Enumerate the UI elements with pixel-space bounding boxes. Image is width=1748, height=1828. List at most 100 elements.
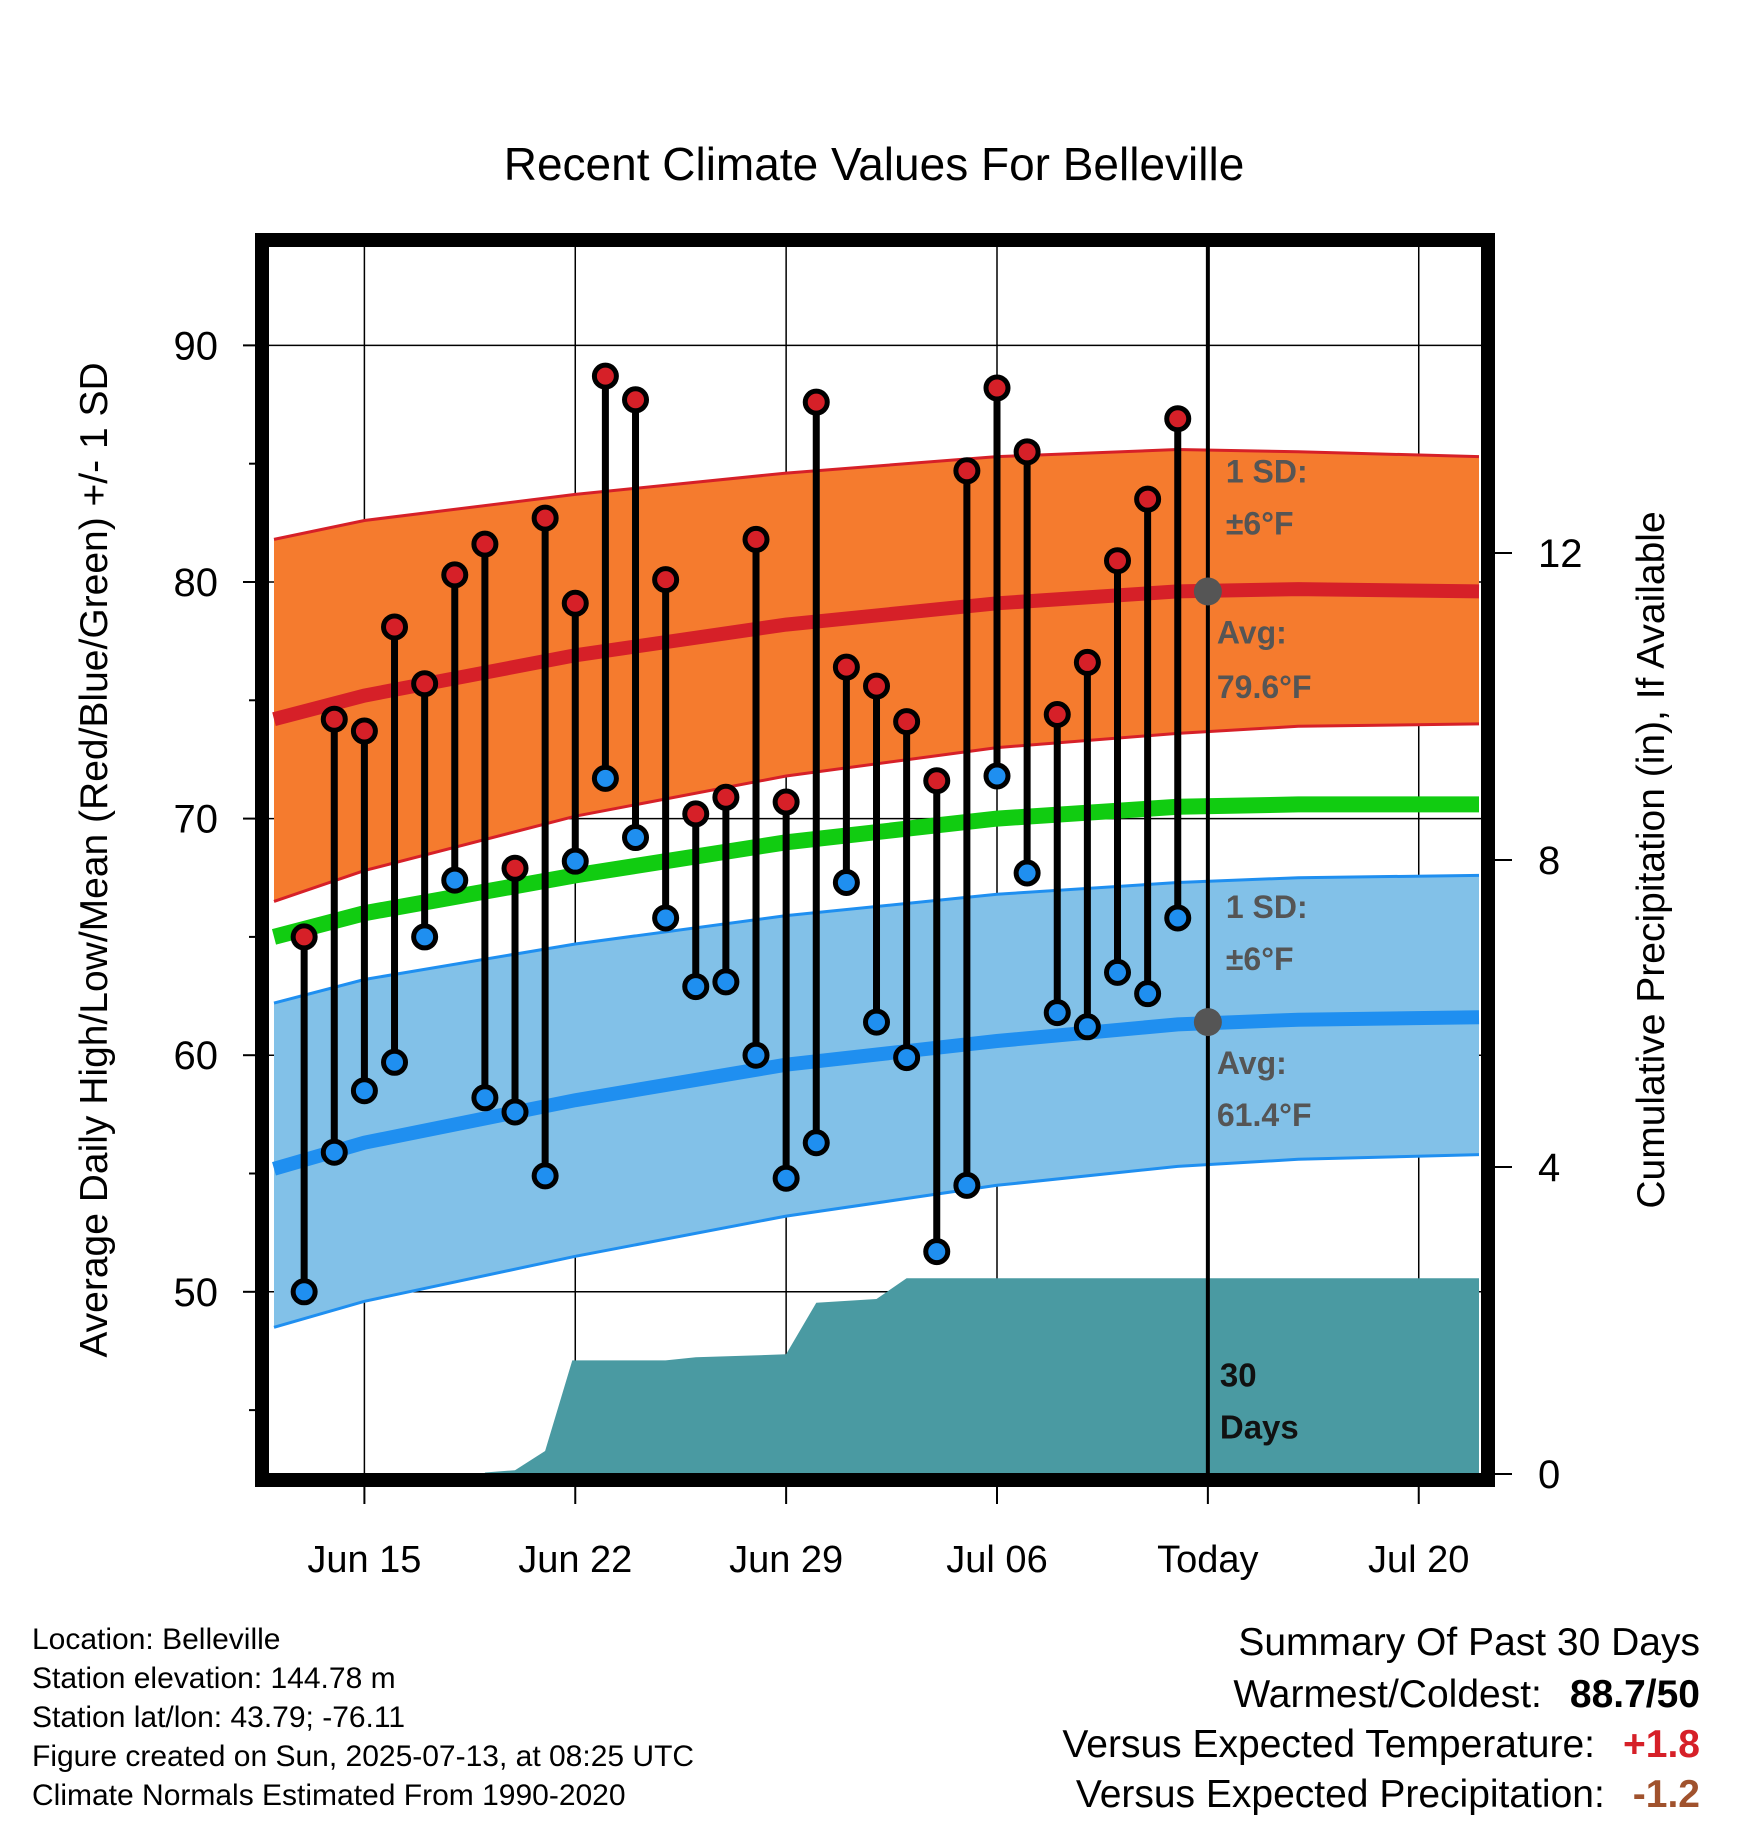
daily-low-point (622, 824, 650, 852)
precip-value: -1.2 (1632, 1773, 1700, 1816)
y-tick-label-right: 12 (1538, 532, 1583, 576)
days-label-number: 30 (1220, 1356, 1257, 1393)
plot-frame (255, 233, 1495, 1487)
daily-high-point (622, 386, 650, 414)
elevation-text: Station elevation: 144.78 m (32, 1662, 396, 1695)
y-axis-title-right: Cumulative Precipitation (in), If Availa… (1630, 511, 1673, 1208)
x-tick-label: Jun 15 (307, 1539, 421, 1581)
daily-high-point (802, 388, 830, 416)
daily-low-point (501, 1098, 529, 1126)
daily-high-point (772, 788, 800, 816)
daily-high-point (290, 923, 318, 951)
latlon-text: Station lat/lon: 43.79; -76.11 (32, 1701, 406, 1734)
chart-title: Recent Climate Values For Belleville (504, 138, 1245, 190)
daily-low-point (1013, 859, 1041, 887)
daily-high-point (1043, 700, 1071, 728)
daily-high-point (591, 362, 619, 390)
daily-low-point (802, 1129, 830, 1157)
daily-low-point (411, 923, 439, 951)
high-avg-marker (1193, 577, 1222, 606)
daily-high-point (411, 670, 439, 698)
high-sd-value: ±6°F (1226, 506, 1294, 542)
y-tick-label-left: 60 (174, 1034, 219, 1078)
y-tick-label-left: 80 (174, 561, 219, 605)
daily-high-point (1164, 405, 1192, 433)
high-avg-label: Avg: (1217, 615, 1287, 651)
daily-low-point (531, 1162, 559, 1190)
y-tick-label-right: 0 (1538, 1453, 1560, 1497)
daily-high-point (742, 525, 770, 553)
daily-high-point (501, 854, 529, 882)
location-text: Location: Belleville (32, 1623, 281, 1656)
x-tick-label: Jul 20 (1368, 1539, 1469, 1581)
daily-low-point (983, 762, 1011, 790)
y-tick-label-left: 50 (174, 1271, 219, 1315)
created-text: Figure created on Sun, 2025-07-13, at 08… (32, 1740, 695, 1773)
x-tick-label: Jun 22 (518, 1539, 632, 1581)
daily-low-point (832, 868, 860, 896)
daily-high-point (1103, 547, 1131, 575)
daily-low-point (561, 847, 589, 875)
daily-low-point (923, 1238, 951, 1266)
daily-low-point (1164, 904, 1192, 932)
daily-high-point (531, 504, 559, 532)
daily-low-point (1043, 999, 1071, 1027)
daily-high-point (350, 717, 378, 745)
warmest-label: Warmest/Coldest: (1233, 1673, 1542, 1716)
low-sd-value: ±6°F (1226, 941, 1294, 977)
station-info: Location: Belleville Station elevation: … (32, 1620, 932, 1815)
x-tick-label: Jul 06 (946, 1539, 1047, 1581)
summary-precip-row: Versus Expected Precipitation: -1.2 (800, 1770, 1700, 1820)
low-band-upper-line (273, 873, 1480, 1005)
summary-panel: Summary Of Past 30 Days Warmest/Coldest:… (800, 1618, 1700, 1820)
mean-normal-line (271, 796, 1479, 945)
daily-low-point (591, 764, 619, 792)
daily-high-point (863, 672, 891, 700)
daily-high-point (652, 566, 680, 594)
low-avg-marker (1193, 1008, 1222, 1037)
daily-low-point (350, 1077, 378, 1105)
daily-low-point (893, 1044, 921, 1072)
daily-low-point (863, 1008, 891, 1036)
daily-low-point (652, 904, 680, 932)
temp-label: Versus Expected Temperature: (1062, 1723, 1595, 1766)
daily-high-point (712, 783, 740, 811)
y-tick-label-right: 8 (1538, 839, 1560, 883)
low-band-lower-line (273, 1153, 1480, 1329)
daily-low-point (290, 1278, 318, 1306)
daily-high-point (893, 708, 921, 736)
days-label-text: Days (1220, 1409, 1299, 1446)
low-normal-line (272, 1010, 1480, 1176)
low-sd-label: 1 SD: (1226, 889, 1308, 925)
climate-chart: 1 SD: ±6°F Avg: 79.6°F 1 SD: ±6°F Avg: 61.4°F 30… (73, 138, 1673, 1581)
warmest-value: 88.7/50 (1569, 1673, 1700, 1716)
y-tick-label-right: 4 (1538, 1146, 1560, 1190)
daily-low-point (772, 1164, 800, 1192)
daily-high-point (923, 767, 951, 795)
summary-warmest-row: Warmest/Coldest: 88.7/50 (800, 1670, 1700, 1720)
daily-high-point (1013, 438, 1041, 466)
daily-low-point (742, 1041, 770, 1069)
daily-high-point (1073, 648, 1101, 676)
high-band-lower-line (273, 722, 1480, 903)
daily-high-point (682, 800, 710, 828)
daily-low-point (1073, 1013, 1101, 1041)
normals-text: Climate Normals Estimated From 1990-2020 (32, 1779, 626, 1812)
daily-high-point (983, 374, 1011, 402)
daily-low-point (953, 1171, 981, 1199)
high-normal-line (272, 582, 1480, 726)
daily-low-point (712, 968, 740, 996)
low-sd-band (274, 875, 1479, 1328)
daily-high-point (1134, 485, 1162, 513)
daily-high-point (381, 613, 409, 641)
daily-low-point (320, 1138, 348, 1166)
summary-heading: Summary Of Past 30 Days (1238, 1621, 1700, 1664)
y-axis-title-left: Average Daily High/Low/Mean (Red/Blue/Gr… (73, 362, 116, 1357)
x-tick-label: Today (1157, 1539, 1258, 1581)
daily-low-point (1134, 980, 1162, 1008)
summary-temp-row: Versus Expected Temperature: +1.8 (800, 1720, 1700, 1770)
high-avg-value: 79.6°F (1217, 669, 1312, 705)
temp-value: +1.8 (1623, 1723, 1700, 1766)
precip-area (484, 1278, 1479, 1474)
axes: 50 60 70 80 90 0 4 8 12 Jun 15 Jun 22 Jun 29 Jul 06 T… (73, 138, 1673, 1581)
